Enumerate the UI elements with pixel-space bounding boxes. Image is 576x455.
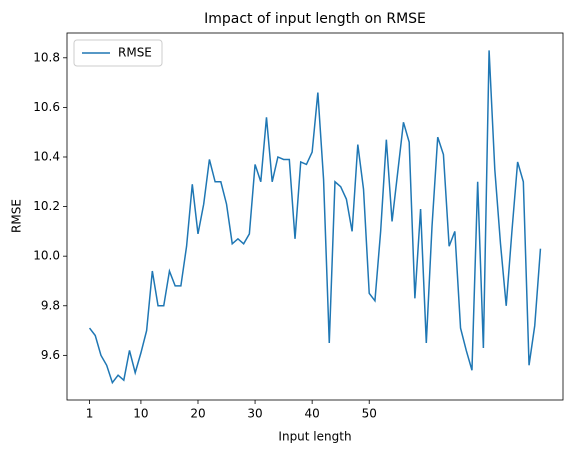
y-tick-label: 10.0	[33, 249, 60, 263]
y-axis-label: RMSE	[10, 199, 24, 233]
legend-box	[73, 39, 163, 67]
x-axis-label: Input length	[278, 430, 351, 444]
y-tick-label: 10.8	[33, 50, 60, 64]
x-tick-label: 40	[305, 407, 320, 421]
x-tick-label: 30	[247, 407, 262, 421]
legend-label: RMSE	[118, 46, 152, 60]
x-tick-label: 50	[362, 407, 377, 421]
y-tick-label: 10.4	[33, 149, 60, 163]
y-tick-label: 9.6	[41, 348, 60, 362]
data-line	[88, 50, 542, 385]
x-tick-label: 10	[133, 407, 148, 421]
chart-title: Impact of input length on RMSE	[204, 11, 426, 27]
x-tick-label: 20	[190, 407, 205, 421]
axes-frame	[66, 32, 564, 401]
x-tick-label: 1	[86, 407, 94, 421]
y-tick-label: 9.8	[41, 298, 60, 312]
y-tick-label: 10.6	[33, 100, 60, 114]
y-tick-label: 10.2	[33, 199, 60, 213]
